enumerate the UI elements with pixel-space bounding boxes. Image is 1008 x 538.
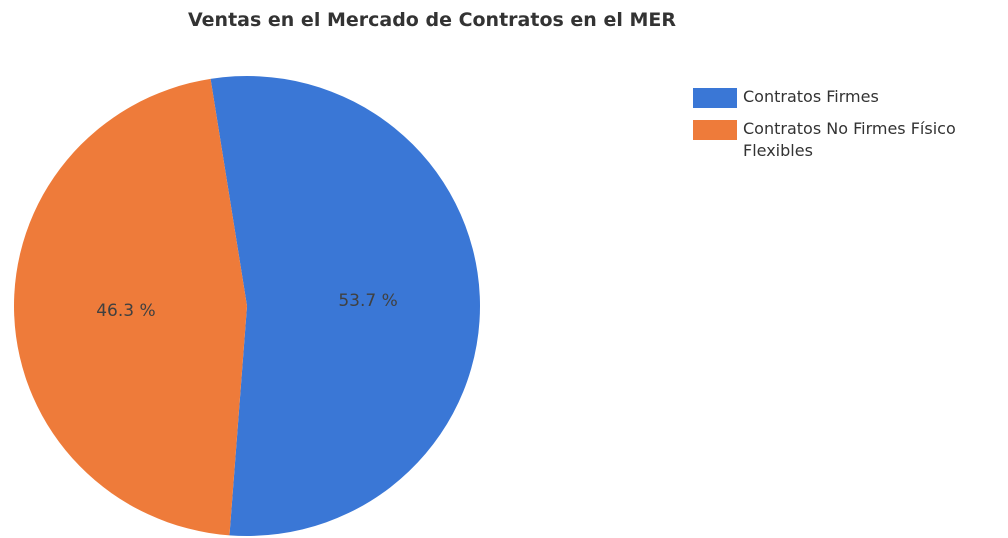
chart-title: Ventas en el Mercado de Contratos en el … — [188, 9, 676, 31]
legend-item: Contratos No Firmes Físico Flexibles — [693, 118, 1003, 162]
legend-swatch — [693, 88, 737, 108]
legend: Contratos Firmes Contratos No Firmes Físi… — [693, 86, 1003, 172]
legend-label: Contratos Firmes — [743, 87, 879, 106]
legend-swatch — [693, 120, 737, 140]
data-label: 53.7 % — [338, 291, 397, 311]
pie: 53.7 % 46.3 % — [14, 75, 481, 537]
legend-item: Contratos Firmes — [693, 86, 1003, 108]
pie-slice — [210, 75, 481, 537]
legend-label: Contratos No Firmes Físico Flexibles — [743, 119, 956, 160]
data-label: 46.3 % — [96, 301, 155, 321]
pie-slice — [14, 78, 247, 536]
